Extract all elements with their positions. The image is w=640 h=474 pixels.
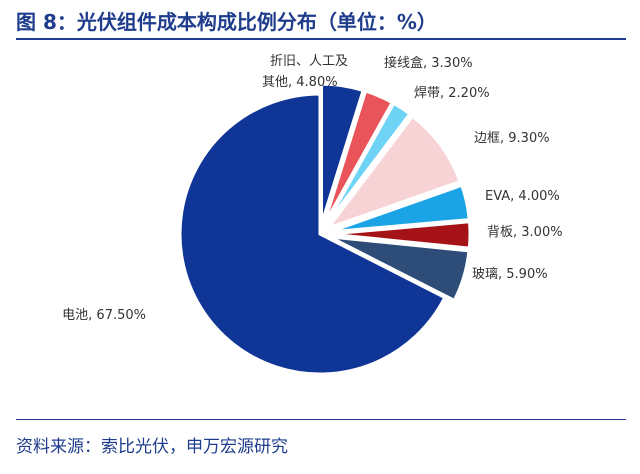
pie-slice-2: [322, 89, 395, 226]
source-note: 资料来源：索比光伏，申万宏源研究: [16, 437, 288, 457]
slice-label-7: 玻璃, 5.90%: [472, 267, 548, 282]
chart-title: 图 8：光伏组件成本构成比例分布（单位：%）: [16, 10, 437, 34]
pie-chart-area: 电池, 67.50% 折旧、人工及其他, 4.80% 接线盒, 3.30% 焊带, 2…: [0, 42, 640, 414]
pie-slice-6: [329, 220, 472, 250]
pie-slice-0: [178, 92, 447, 376]
pie-slice-5: [329, 183, 471, 234]
slice-label-1: 折旧、人工及其他, 4.80%: [262, 54, 348, 90]
footer-divider: [16, 419, 626, 420]
pie-slice-7: [328, 235, 471, 303]
pie-slice-1: [320, 82, 365, 225]
slice-label-0: 电池, 67.50%: [62, 308, 146, 323]
slice-label-5: EVA, 4.00%: [485, 189, 560, 204]
title-divider: [16, 38, 626, 40]
slice-label-3: 焊带, 2.20%: [414, 85, 490, 101]
slice-label-6: 背板, 3.00%: [487, 225, 563, 240]
slice-label-2: 接线盒, 3.30%: [384, 55, 473, 71]
pie-slice-3: [324, 101, 412, 227]
slice-label-4: 边框, 9.30%: [474, 131, 550, 146]
chart-title-bar: 图 8：光伏组件成本构成比例分布（单位：%）: [0, 0, 640, 42]
pie-slice-4: [323, 114, 463, 232]
pie-chart: 电池, 67.50% 折旧、人工及其他, 4.80% 接线盒, 3.30% 焊带, 2…: [62, 54, 563, 376]
